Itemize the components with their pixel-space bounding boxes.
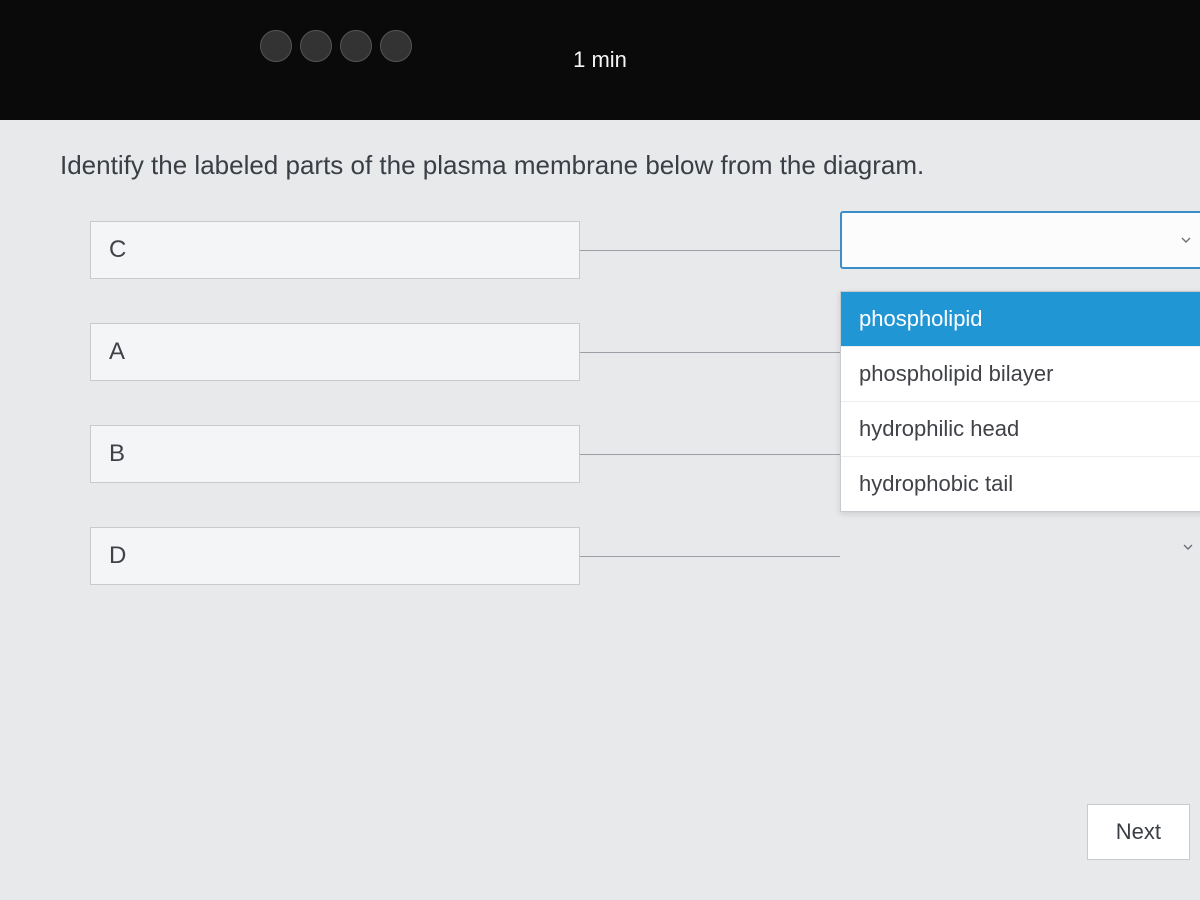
video-control-button[interactable] [340,30,372,62]
next-button-label: Next [1116,819,1161,844]
label-box-a[interactable]: A [90,323,580,381]
dropdown-option-hydrophilic-head[interactable]: hydrophilic head [841,402,1200,457]
label-box-c[interactable]: C [90,221,580,279]
label-letter: D [109,542,126,570]
label-box-d[interactable]: D [90,527,580,585]
option-text: phospholipid bilayer [859,361,1053,386]
option-text: phospholipid [859,306,983,331]
label-box-b[interactable]: B [90,425,580,483]
label-letter: B [109,440,125,468]
connector-line [580,250,840,251]
dropdown-option-phospholipid[interactable]: phospholipid [841,292,1200,347]
dropdown-menu: phospholipid phospholipid bilayer hydrop… [840,291,1200,512]
connector-line [580,352,840,353]
dropdown-option-hydrophobic-tail[interactable]: hydrophobic tail [841,457,1200,511]
chevron-down-icon [1180,539,1196,555]
connector-line [580,556,840,557]
next-button[interactable]: Next [1087,804,1190,860]
video-player-bar: 1 min [0,0,1200,120]
label-letter: A [109,338,125,366]
question-text: Identify the labeled parts of the plasma… [60,150,1140,181]
timer-label: 1 min [573,47,627,73]
connector-line [580,454,840,455]
option-text: hydrophobic tail [859,471,1013,496]
label-letter: C [109,236,126,264]
question-content: Identify the labeled parts of the plasma… [0,120,1200,671]
video-control-button[interactable] [300,30,332,62]
chevron-down-icon [1178,232,1194,248]
answer-dropdown-c[interactable] [840,211,1200,269]
video-controls [260,30,412,62]
option-text: hydrophilic head [859,416,1019,441]
video-control-button[interactable] [380,30,412,62]
video-control-button[interactable] [260,30,292,62]
matching-container: C A B D phospholipid phospholipid bilaye… [60,221,1140,641]
dropdown-option-phospholipid-bilayer[interactable]: phospholipid bilayer [841,347,1200,402]
